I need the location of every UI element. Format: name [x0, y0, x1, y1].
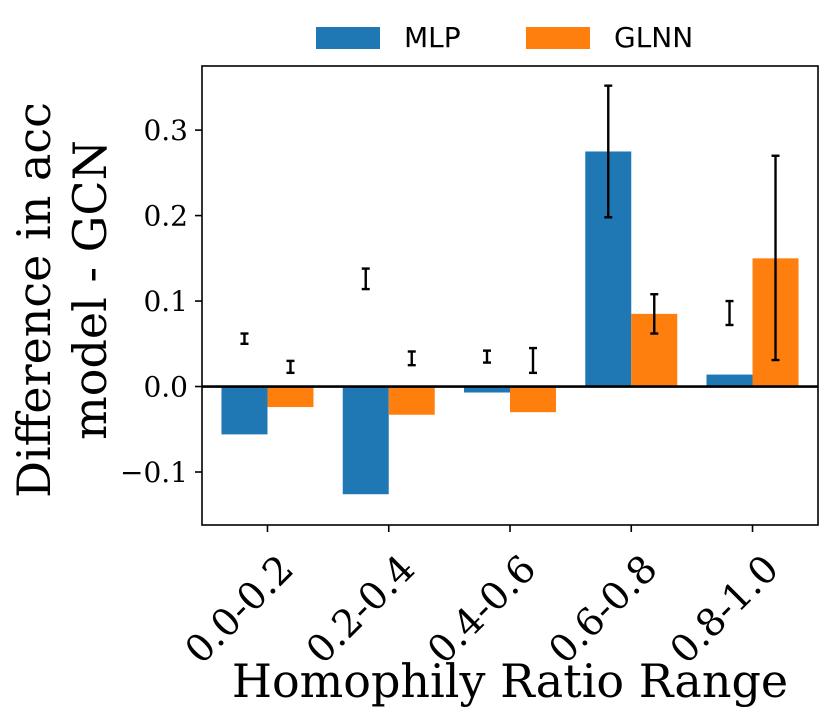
- x-axis-label: Homophily Ratio Range: [232, 654, 788, 708]
- y-tick-label: 0.2: [143, 200, 188, 233]
- legend-item-glnn: GLNN: [526, 21, 693, 54]
- bar-glnn-0.0-0.2: [267, 386, 314, 408]
- errorbars-layer: [202, 84, 818, 388]
- x-axis: 0.0-0.20.2-0.40.4-0.60.6-0.80.8-1.0: [176, 525, 787, 672]
- errorbar-mlp-0.0-0.2: [240, 332, 249, 345]
- bar-mlp-0.0-0.2: [221, 386, 268, 435]
- y-tick-label: 0.3: [143, 114, 188, 147]
- legend-swatch-mlp: [316, 27, 380, 49]
- errorbar-mlp-0.2-0.4: [361, 267, 370, 291]
- bar-glnn-0.2-0.4: [388, 386, 435, 415]
- errorbar-glnn-0.6-0.8: [650, 293, 659, 335]
- legend: MLP GLNN: [316, 21, 693, 54]
- legend-label-mlp: MLP: [404, 21, 461, 54]
- y-tick-label: 0.1: [143, 285, 188, 318]
- legend-swatch-glnn: [526, 27, 590, 49]
- errorbar-glnn-0.0-0.2: [286, 359, 295, 375]
- errorbar-glnn-0.2-0.4: [407, 350, 416, 367]
- y-axis: −0.1 0.0 0.1 0.2 0.3: [120, 114, 202, 489]
- bars-layer: [221, 151, 799, 495]
- plot-frame: [201, 65, 819, 526]
- bar-glnn-0.4-0.6: [510, 386, 556, 413]
- y-tick-label: 0.0: [143, 371, 188, 404]
- bar-mlp-0.2-0.4: [342, 386, 389, 495]
- errorbar-glnn-0.4-0.6: [529, 346, 537, 375]
- y-tick-label: −0.1: [120, 456, 188, 489]
- legend-label-glnn: GLNN: [614, 21, 693, 54]
- errorbar-glnn-0.8-1.0: [771, 154, 780, 362]
- y-axis-label-line2: model - GCN: [63, 140, 117, 440]
- y-axis-label-line1: Difference in acc: [7, 102, 61, 498]
- errorbar-mlp-0.6-0.8: [604, 84, 613, 219]
- legend-item-mlp: MLP: [316, 21, 461, 54]
- bar-mlp-0.4-0.6: [464, 386, 510, 393]
- bar-mlp-0.8-1.0: [706, 374, 753, 387]
- errorbar-mlp-0.4-0.6: [483, 349, 491, 364]
- errorbar-mlp-0.8-1.0: [725, 299, 734, 327]
